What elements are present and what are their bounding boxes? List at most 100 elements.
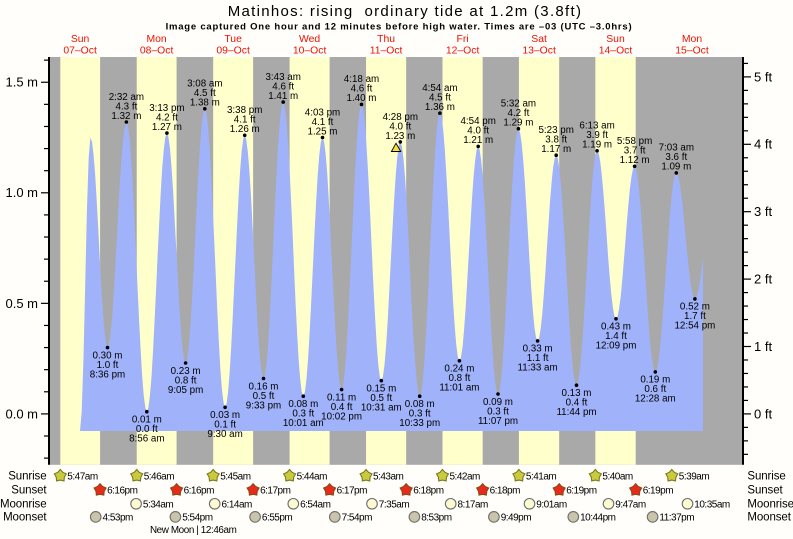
svg-text:2 ft: 2 ft xyxy=(754,272,772,287)
svg-text:4.1 ft: 4.1 ft xyxy=(234,115,256,126)
svg-text:Sunrise: Sunrise xyxy=(8,470,46,482)
svg-text:4:28 pm: 4:28 pm xyxy=(383,112,418,123)
svg-text:11:37pm: 11:37pm xyxy=(659,513,694,524)
svg-text:4:18 am: 4:18 am xyxy=(344,74,379,85)
svg-text:5:54pm: 5:54pm xyxy=(182,513,213,524)
svg-text:9:49pm: 9:49pm xyxy=(501,513,532,524)
svg-text:5 ft: 5 ft xyxy=(754,69,772,84)
svg-text:0.8 ft: 0.8 ft xyxy=(175,375,197,386)
svg-text:14–Oct: 14–Oct xyxy=(599,45,633,56)
svg-text:Thu: Thu xyxy=(377,34,395,45)
svg-text:9:33 pm: 9:33 pm xyxy=(246,400,281,411)
svg-text:10:44pm: 10:44pm xyxy=(580,513,616,524)
svg-text:5:40am: 5:40am xyxy=(602,471,633,482)
svg-text:Sunset: Sunset xyxy=(747,485,783,497)
svg-text:0.15 m: 0.15 m xyxy=(366,384,396,395)
svg-text:5:47am: 5:47am xyxy=(67,471,98,482)
svg-text:0 ft: 0 ft xyxy=(754,406,772,421)
svg-text:4.0 ft: 4.0 ft xyxy=(389,121,411,132)
svg-text:7:54pm: 7:54pm xyxy=(342,513,373,524)
svg-text:0.4 ft: 0.4 ft xyxy=(331,402,353,413)
svg-text:1.0 m: 1.0 m xyxy=(5,185,38,200)
svg-text:0.5 ft: 0.5 ft xyxy=(253,391,275,402)
svg-text:13–Oct: 13–Oct xyxy=(522,45,556,56)
svg-text:3:38 pm: 3:38 pm xyxy=(227,105,262,116)
svg-text:6:17pm: 6:17pm xyxy=(260,486,291,497)
svg-text:2:32 am: 2:32 am xyxy=(109,92,144,103)
svg-text:Moonset: Moonset xyxy=(3,512,47,524)
svg-text:12:54 pm: 12:54 pm xyxy=(674,321,715,332)
svg-text:9:30 am: 9:30 am xyxy=(207,429,242,440)
svg-text:0.8 ft: 0.8 ft xyxy=(449,373,471,384)
svg-text:Moonset: Moonset xyxy=(747,512,791,524)
svg-text:5:42am: 5:42am xyxy=(450,471,481,482)
svg-text:11:01 am: 11:01 am xyxy=(439,383,479,394)
svg-text:4.6 ft: 4.6 ft xyxy=(351,84,373,95)
svg-text:9:05 pm: 9:05 pm xyxy=(168,385,203,396)
svg-text:4.5 ft: 4.5 ft xyxy=(429,93,451,104)
svg-text:5:32 am: 5:32 am xyxy=(501,98,536,109)
svg-text:5:43am: 5:43am xyxy=(373,471,404,482)
svg-text:6:14am: 6:14am xyxy=(222,499,253,510)
svg-text:5:41am: 5:41am xyxy=(526,471,557,482)
svg-text:11–Oct: 11–Oct xyxy=(370,45,403,56)
svg-text:10:35am: 10:35am xyxy=(694,499,730,510)
svg-text:11:07 pm: 11:07 pm xyxy=(478,416,518,427)
svg-text:12:09 pm: 12:09 pm xyxy=(596,341,637,352)
svg-text:4.0 ft: 4.0 ft xyxy=(467,126,489,137)
svg-text:1.38 m: 1.38 m xyxy=(190,98,220,109)
svg-text:0.03 m: 0.03 m xyxy=(210,410,240,421)
svg-text:0.3 ft: 0.3 ft xyxy=(487,406,509,417)
svg-text:4:03 pm: 4:03 pm xyxy=(305,107,340,118)
svg-text:6:16pm: 6:16pm xyxy=(107,486,138,497)
svg-text:0.08 m: 0.08 m xyxy=(288,399,318,410)
svg-text:9:47am: 9:47am xyxy=(615,499,646,510)
svg-text:1.36 m: 1.36 m xyxy=(425,102,455,113)
svg-text:0.5 m: 0.5 m xyxy=(5,296,38,311)
svg-text:8:53pm: 8:53pm xyxy=(421,513,452,524)
svg-text:6:18pm: 6:18pm xyxy=(413,486,444,497)
svg-text:Mon: Mon xyxy=(682,34,702,45)
svg-text:Matinhos: rising ordinary tid: Matinhos: rising ordinary tide at 1.2m (… xyxy=(228,3,583,20)
svg-text:0.1 ft: 0.1 ft xyxy=(214,420,236,431)
svg-text:6:55pm: 6:55pm xyxy=(262,513,293,524)
svg-text:0.19 m: 0.19 m xyxy=(640,375,670,386)
svg-text:4.1 ft: 4.1 ft xyxy=(312,117,334,128)
svg-text:Fri: Fri xyxy=(457,34,469,45)
svg-text:3:08 am: 3:08 am xyxy=(187,79,222,90)
svg-text:1.09 m: 1.09 m xyxy=(661,162,691,173)
svg-text:4.5 ft: 4.5 ft xyxy=(194,88,216,99)
svg-text:15–Oct: 15–Oct xyxy=(675,45,709,56)
svg-text:1.26 m: 1.26 m xyxy=(230,124,260,135)
svg-text:1.7 ft: 1.7 ft xyxy=(684,311,706,322)
svg-text:0.3 ft: 0.3 ft xyxy=(409,409,431,420)
svg-text:4.2 ft: 4.2 ft xyxy=(156,112,178,123)
svg-text:4:53pm: 4:53pm xyxy=(103,513,134,524)
svg-text:Image captured One hour and 12: Image captured One hour and 12 minutes b… xyxy=(166,22,633,33)
svg-text:8:17am: 8:17am xyxy=(458,499,489,510)
svg-text:11:33 am: 11:33 am xyxy=(518,363,558,374)
svg-text:7:03 am: 7:03 am xyxy=(659,143,694,154)
svg-text:3.6 ft: 3.6 ft xyxy=(665,152,687,163)
svg-text:5:46am: 5:46am xyxy=(144,471,175,482)
svg-text:5:45am: 5:45am xyxy=(220,471,251,482)
svg-text:6:13 am: 6:13 am xyxy=(579,121,614,132)
svg-text:Sun: Sun xyxy=(71,34,90,45)
svg-text:1.40 m: 1.40 m xyxy=(347,93,377,104)
svg-text:1.21 m: 1.21 m xyxy=(463,135,493,146)
svg-text:1.32 m: 1.32 m xyxy=(111,111,141,122)
svg-text:08–Oct: 08–Oct xyxy=(140,45,174,56)
svg-text:0.0 ft: 0.0 ft xyxy=(136,424,158,435)
svg-text:6:17pm: 6:17pm xyxy=(337,486,368,497)
svg-text:Sun: Sun xyxy=(606,34,625,45)
svg-text:0.01 m: 0.01 m xyxy=(132,414,162,425)
svg-text:11:44 pm: 11:44 pm xyxy=(556,407,596,418)
svg-text:10:33 pm: 10:33 pm xyxy=(399,418,440,429)
svg-text:Sat: Sat xyxy=(531,34,547,45)
svg-text:1.17 m: 1.17 m xyxy=(541,144,571,155)
svg-text:10–Oct: 10–Oct xyxy=(293,45,327,56)
svg-text:3.8 ft: 3.8 ft xyxy=(545,135,567,146)
svg-text:12:28 am: 12:28 am xyxy=(635,394,676,405)
svg-text:4.3 ft: 4.3 ft xyxy=(116,101,138,112)
svg-text:3:13 pm: 3:13 pm xyxy=(149,103,184,114)
